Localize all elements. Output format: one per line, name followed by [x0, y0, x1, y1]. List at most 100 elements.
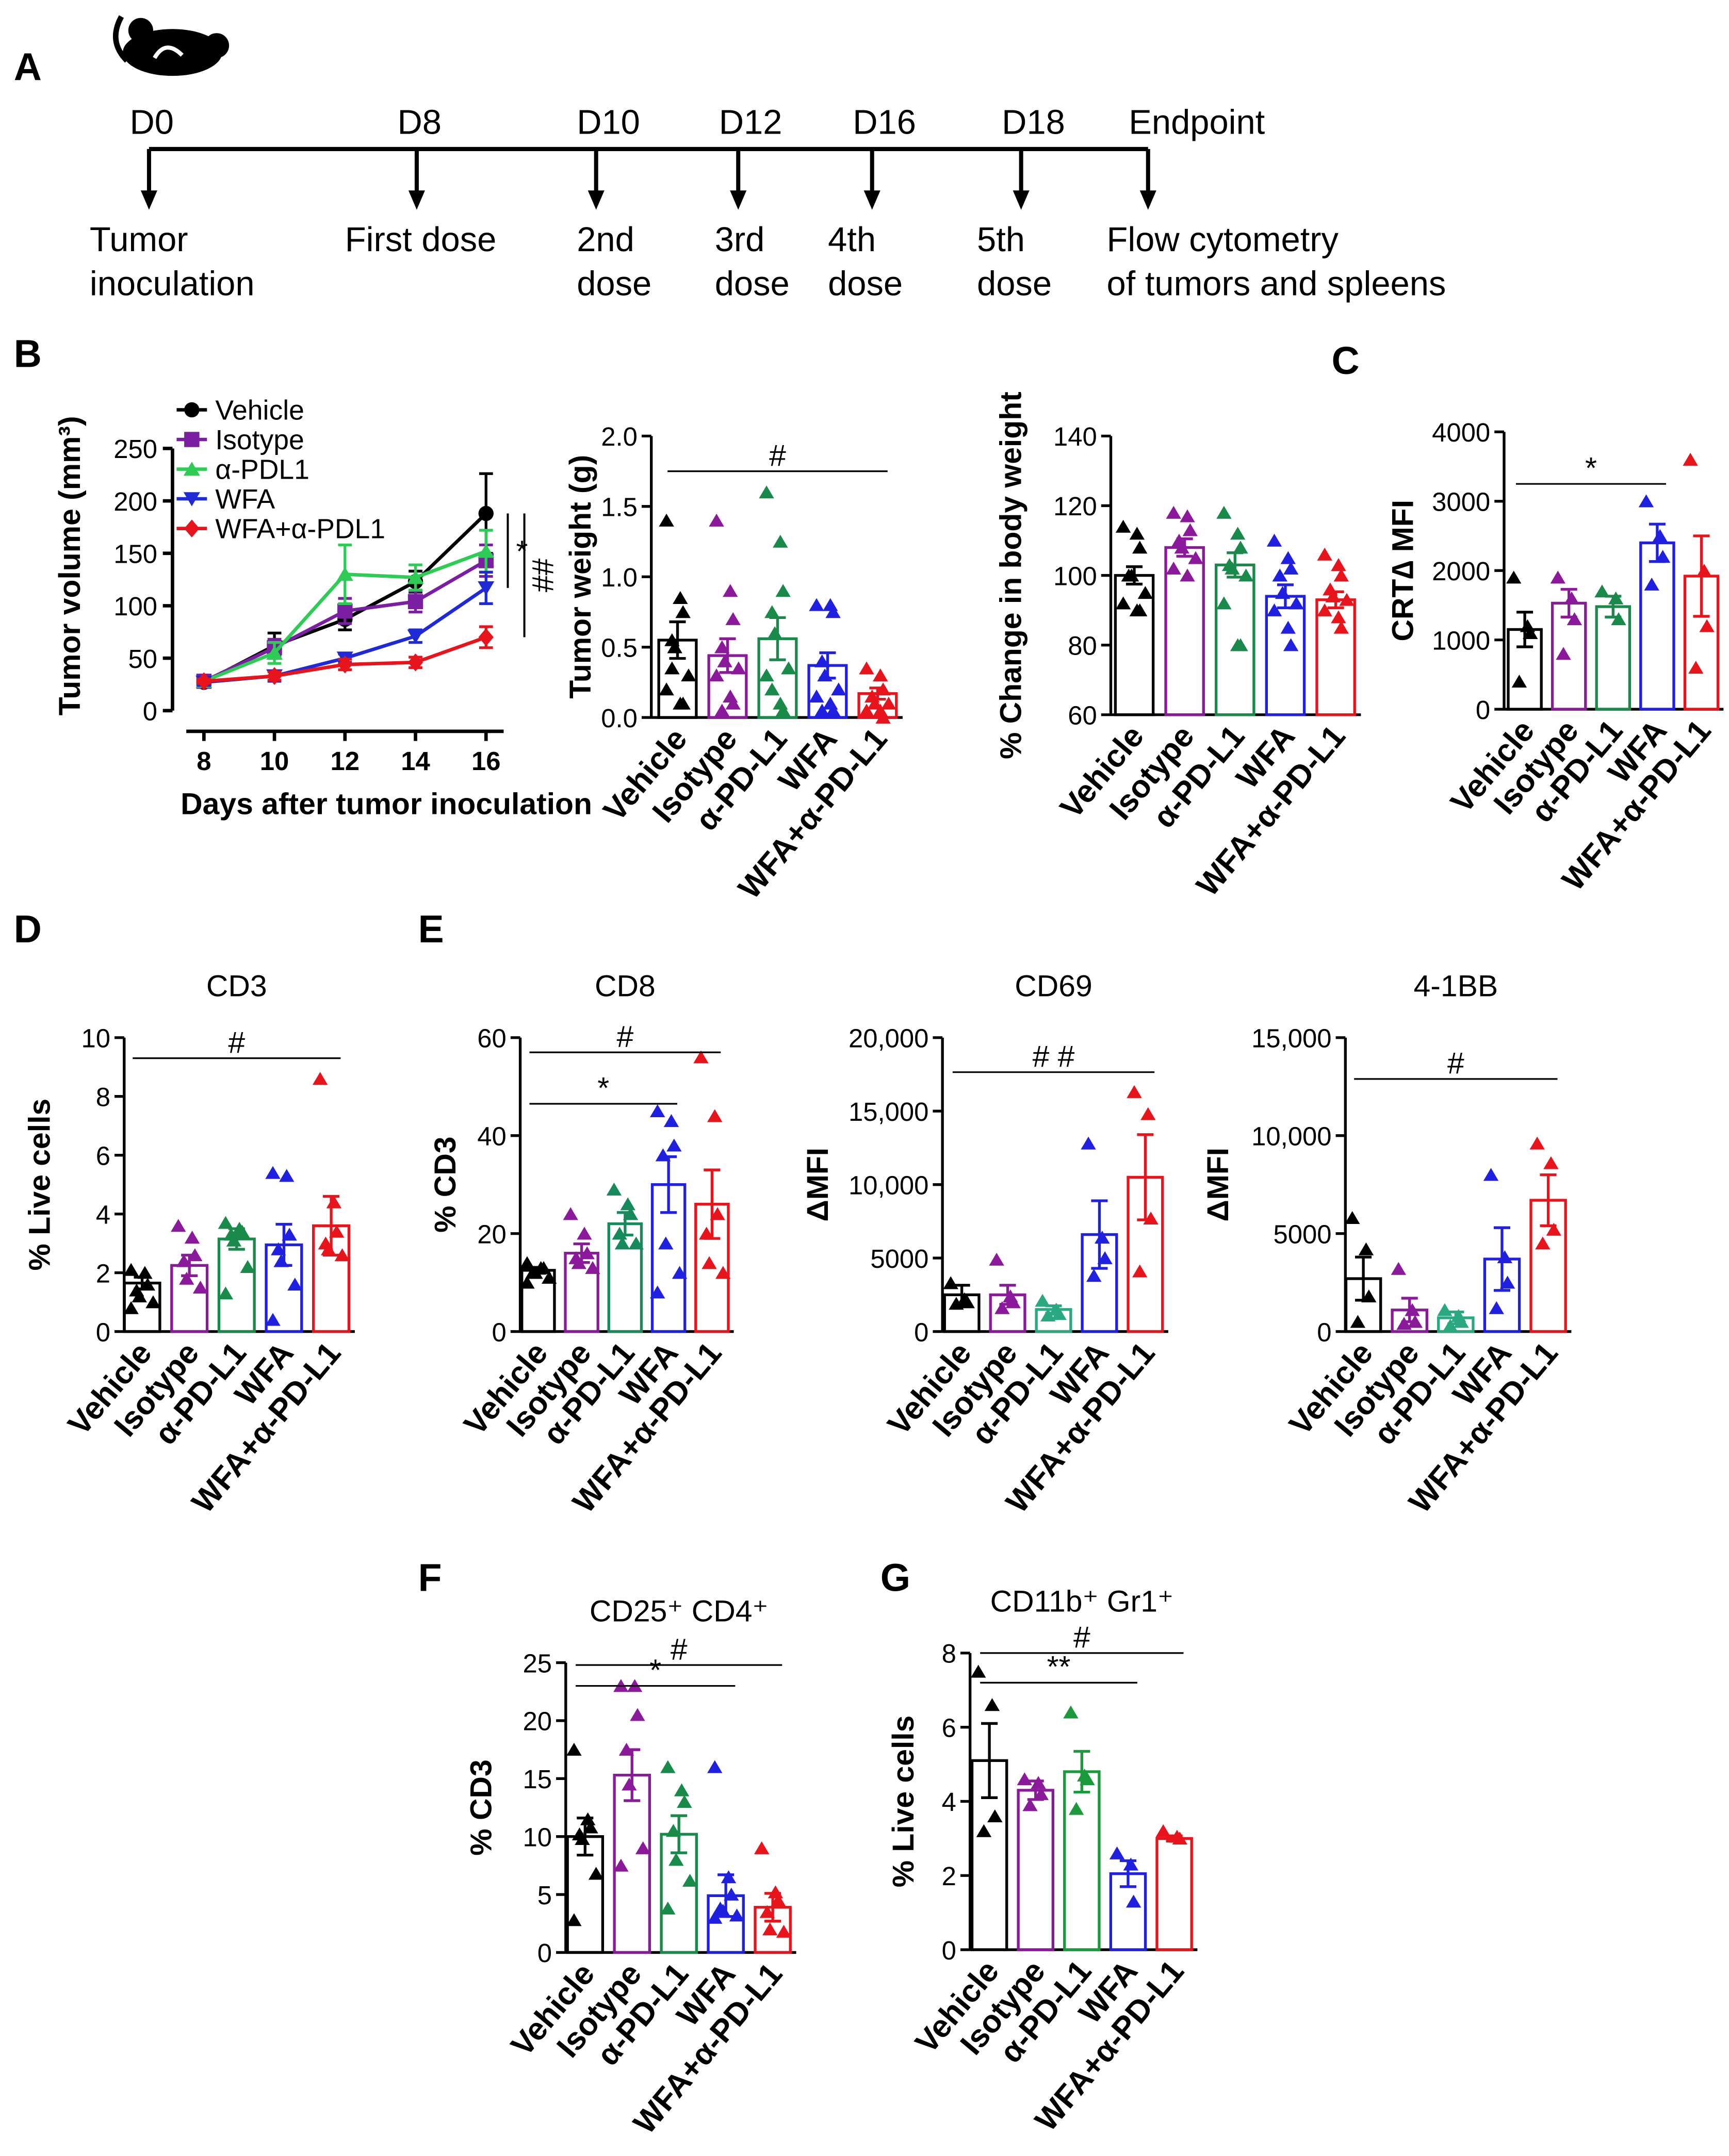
data-point	[1608, 591, 1624, 605]
data-point	[663, 1114, 679, 1127]
y-tick-label: 0	[914, 1317, 928, 1347]
y-tick-label: 5	[537, 1881, 552, 1910]
data-point	[710, 1207, 725, 1220]
data-point	[1266, 533, 1282, 547]
significance-label: #	[769, 439, 786, 472]
data-point	[1233, 541, 1248, 554]
data-point	[1095, 1230, 1110, 1244]
data-point	[831, 682, 846, 696]
data-point	[282, 1228, 297, 1241]
data-point	[132, 1289, 147, 1302]
data-point	[1188, 551, 1203, 564]
data-point	[1017, 1772, 1033, 1786]
data-point	[184, 519, 200, 537]
data-point	[171, 1219, 186, 1232]
data-point	[867, 696, 883, 710]
data-point	[1238, 568, 1254, 582]
data-point	[725, 696, 741, 710]
data-point	[1333, 568, 1349, 582]
chart-title: CD25⁺ CD4⁺	[590, 1594, 769, 1628]
data-point	[659, 513, 674, 527]
y-tick-label: 5000	[870, 1244, 928, 1273]
data-point	[721, 1870, 737, 1884]
y-tick-label: 25	[523, 1648, 552, 1678]
data-point	[1543, 1156, 1559, 1169]
significance-label: *	[597, 1071, 609, 1105]
data-point	[271, 1242, 286, 1255]
data-point	[762, 1922, 778, 1936]
data-point	[1333, 620, 1349, 634]
data-point	[145, 1295, 161, 1309]
y-tick-label: 150	[113, 539, 157, 568]
y-tick-label: 8	[942, 1639, 956, 1669]
data-point	[767, 626, 782, 640]
data-point	[773, 696, 788, 710]
data-point	[1180, 568, 1195, 582]
data-point	[267, 667, 282, 685]
data-point	[218, 1286, 234, 1300]
data-point	[1358, 1242, 1374, 1255]
data-point	[1283, 561, 1299, 575]
y-tick-label: 6	[96, 1141, 110, 1170]
data-point	[1115, 596, 1131, 610]
data-point	[1506, 570, 1522, 584]
data-point	[1556, 647, 1571, 660]
chart-title: CD3	[206, 969, 267, 1003]
data-point	[674, 1783, 690, 1796]
y-tick-label: 2	[942, 1861, 956, 1891]
event-label: dose	[715, 265, 790, 303]
data-point	[1040, 1308, 1056, 1321]
data-point	[1344, 1211, 1360, 1224]
event-label: 3rd	[715, 220, 765, 259]
data-point	[1132, 603, 1148, 616]
bar	[1017, 1789, 1055, 1951]
data-point	[773, 534, 788, 548]
significance-label: ##	[526, 559, 560, 593]
data-point	[628, 1236, 644, 1250]
event-label: First dose	[345, 220, 497, 259]
x-axis-label: Days after tumor inoculation	[181, 787, 592, 821]
significance-label: #	[1073, 1621, 1090, 1654]
data-point	[407, 594, 423, 610]
data-point	[650, 1285, 665, 1299]
data-point	[1520, 619, 1536, 632]
data-point	[989, 1252, 1004, 1266]
data-point	[583, 1820, 598, 1834]
event-label: Tumor	[90, 220, 188, 259]
data-point	[184, 402, 200, 418]
data-point	[881, 696, 896, 710]
y-tick-label: 2000	[1432, 557, 1490, 586]
data-point	[1033, 1787, 1049, 1800]
data-point	[407, 629, 424, 644]
y-tick-label: 50	[128, 644, 157, 674]
legend-label: Isotype	[215, 425, 304, 455]
data-point	[218, 1216, 234, 1229]
y-tick-label: 100	[113, 592, 157, 621]
data-point	[1216, 505, 1232, 519]
y-tick-label: 15,000	[849, 1097, 928, 1126]
data-point	[1550, 570, 1565, 584]
panel-label: G	[880, 1556, 910, 1599]
event-label: 4th	[828, 220, 876, 259]
data-point	[675, 605, 691, 618]
data-point	[407, 570, 424, 584]
data-point	[1081, 1136, 1096, 1150]
panel-label: A	[14, 45, 42, 88]
arrow-head	[140, 190, 157, 210]
data-point	[137, 1266, 153, 1279]
y-tick-label: 3000	[1432, 487, 1490, 517]
data-point	[184, 1230, 200, 1244]
data-point	[768, 1885, 784, 1899]
data-point	[1396, 1317, 1412, 1330]
y-axis-label: % CD3	[464, 1759, 498, 1855]
data-point	[630, 1708, 645, 1721]
data-point	[1523, 626, 1538, 639]
day-label: Endpoint	[1129, 103, 1265, 142]
data-point	[1331, 610, 1346, 624]
data-point	[1546, 1222, 1561, 1236]
data-point	[1611, 612, 1626, 626]
data-point	[1652, 529, 1668, 542]
y-tick-label: 15,000	[1251, 1023, 1331, 1053]
panel-label: D	[14, 907, 42, 951]
